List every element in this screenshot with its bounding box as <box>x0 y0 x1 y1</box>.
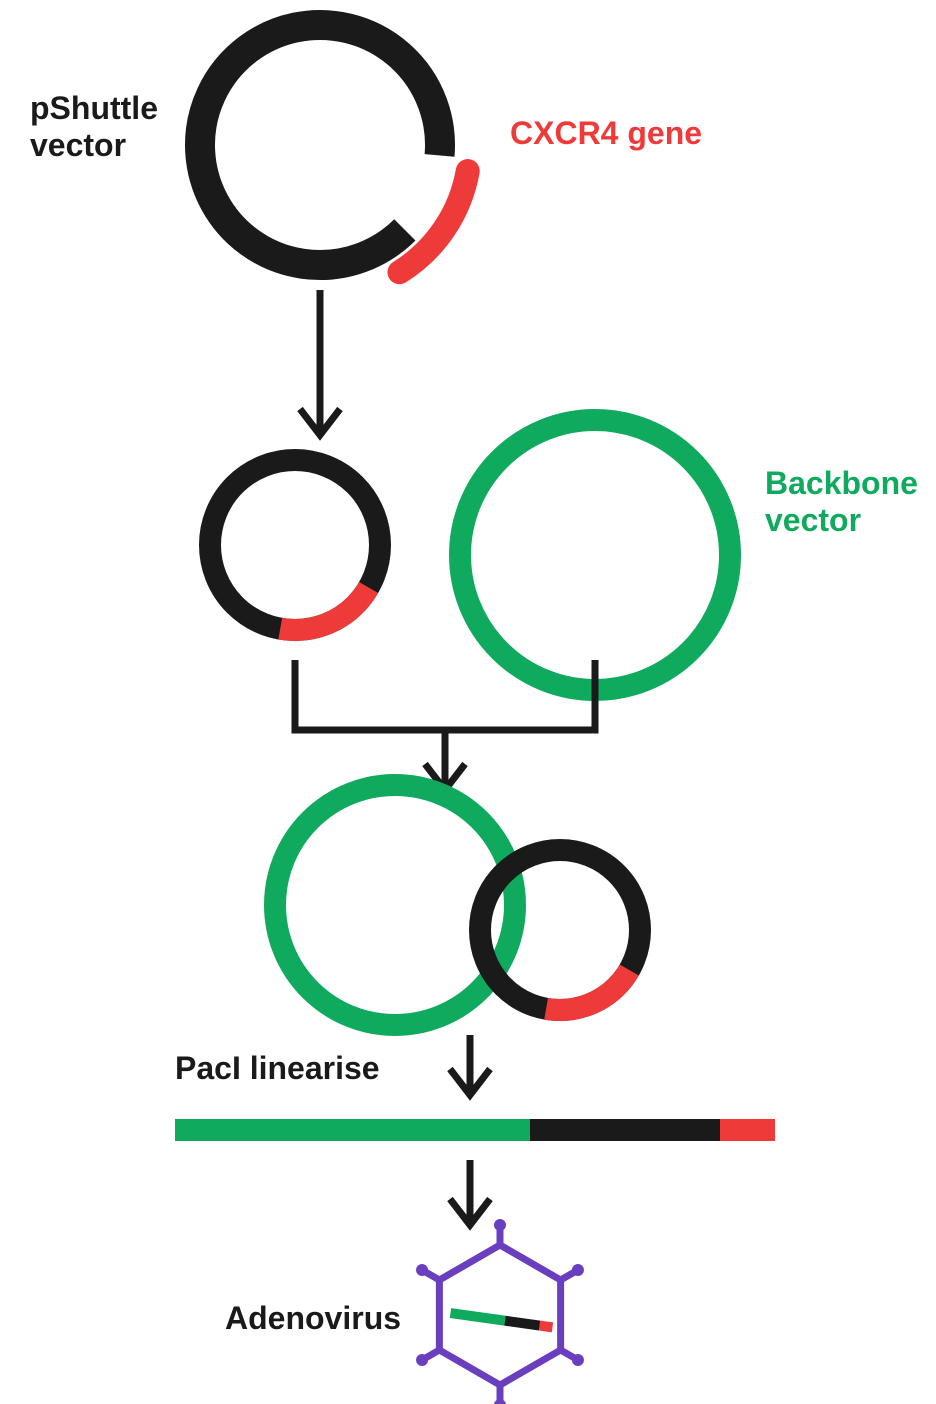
adenovirus-spike-tip <box>494 1219 506 1231</box>
cxcr4-segment <box>280 588 368 631</box>
label-backbone: Backbonevector <box>765 465 918 539</box>
label-paci: PacI linearise <box>175 1050 380 1087</box>
adenovirus-spike-tip <box>416 1354 428 1366</box>
backbone-vector-circle <box>460 420 730 690</box>
recombinant-cxcr4-segment <box>546 970 629 1010</box>
label-cxcr4: CXCR4 gene <box>510 115 702 152</box>
cxcr4-gene-arc <box>399 171 467 272</box>
merge-connector <box>295 660 595 730</box>
adenovirus-spike-tip <box>416 1264 428 1276</box>
label-adenovirus: Adenovirus <box>225 1300 401 1337</box>
label-pshuttle: pShuttlevector <box>30 90 158 164</box>
adenovirus-spike-tip <box>572 1264 584 1276</box>
pshuttle-vector-circle <box>200 25 440 265</box>
adenovirus-spike-tip <box>494 1399 506 1404</box>
adenovirus-spike-tip <box>572 1354 584 1366</box>
adenovirus-genome <box>450 1313 552 1327</box>
